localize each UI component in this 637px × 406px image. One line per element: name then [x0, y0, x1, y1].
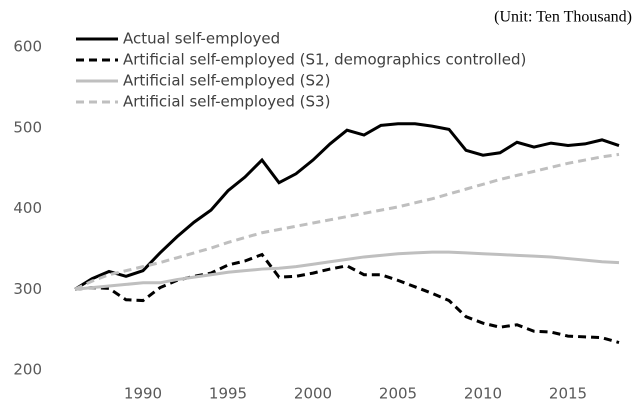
y-tick-label: 300 — [13, 280, 42, 298]
x-tick-label: 2010 — [464, 385, 502, 403]
series-line — [74, 122, 620, 291]
y-tick-label: 500 — [13, 118, 42, 136]
series-line — [74, 152, 620, 291]
series-line — [74, 252, 620, 344]
x-tick-label: 1990 — [124, 385, 162, 403]
series-line — [74, 250, 620, 291]
legend-label: Artificial self-employed (S3) — [123, 93, 330, 111]
x-tick-label: 2015 — [549, 385, 587, 403]
x-tick-label: 2005 — [379, 385, 417, 403]
x-tick-label: 2000 — [294, 385, 332, 403]
legend-label: Actual self-employed — [123, 30, 280, 48]
x-tick-label: 1995 — [209, 385, 247, 403]
legend-label: Artificial self-employed (S2) — [123, 72, 330, 90]
unit-annotation: (Unit: Ten Thousand) — [494, 9, 632, 26]
y-tick-label: 600 — [13, 38, 42, 56]
legend-label: Artificial self-employed (S1, demographi… — [123, 51, 526, 69]
y-tick-label: 400 — [13, 199, 42, 217]
y-tick-label: 200 — [13, 361, 42, 379]
